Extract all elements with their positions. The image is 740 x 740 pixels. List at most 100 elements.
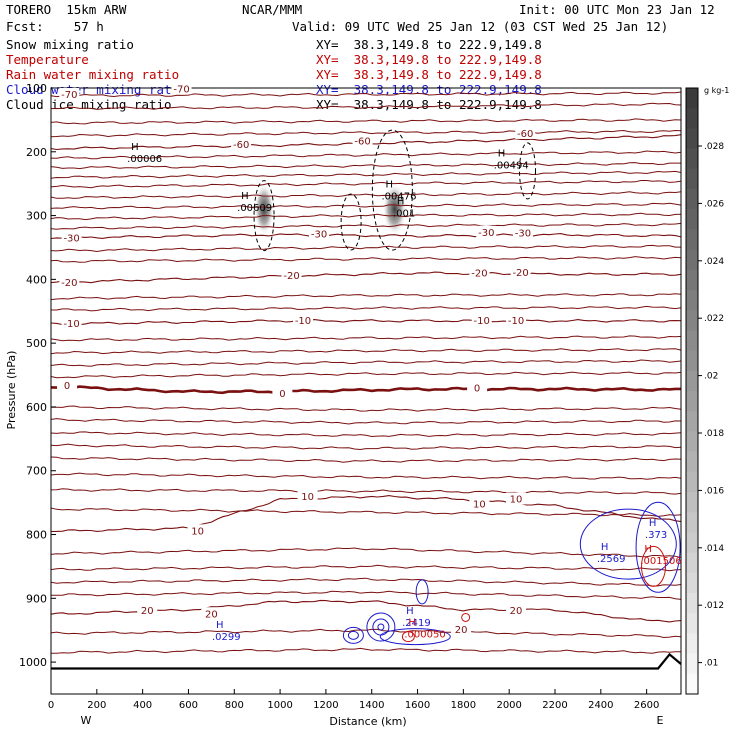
colorbar-tick-label: .026 xyxy=(704,199,724,209)
isotherm-label: 20 xyxy=(141,606,154,617)
snow-contour xyxy=(519,142,537,200)
isotherm-label-bg xyxy=(59,88,80,101)
isotherm-label: 10 xyxy=(191,526,204,537)
colorbar-segment xyxy=(686,512,698,533)
rain-contour xyxy=(401,631,415,643)
field-xy-cloud-water: XY= 38.3,149.8 to 222.9,149.8 xyxy=(316,82,542,97)
isotherm-label: 0 xyxy=(474,383,480,394)
cloud-water-h-marker: H xyxy=(216,620,224,631)
isotherm-label-bg xyxy=(469,266,490,279)
colorbar-tick-label: .018 xyxy=(704,429,724,439)
isotherm-line xyxy=(50,180,682,189)
forecast-hour: Fcst: 57 h xyxy=(6,19,104,34)
isotherm--10 xyxy=(50,319,682,326)
rain-contour xyxy=(641,545,667,587)
isotherm-label-bg xyxy=(59,276,80,289)
y-tick-label: 800 xyxy=(26,529,47,542)
isotherm-label: -20 xyxy=(512,268,528,279)
field-xy-rain: XY= 38.3,149.8 to 222.9,149.8 xyxy=(316,67,542,82)
colorbar-segment xyxy=(686,148,698,170)
cloud-water-contour xyxy=(379,628,451,646)
colorbar-segment xyxy=(686,290,698,311)
isotherm-label: -70 xyxy=(173,84,189,95)
field-xy-temperature: XY= 38.3,149.8 to 222.9,149.8 xyxy=(316,52,542,67)
colorbar-segment xyxy=(686,249,698,271)
x-axis-title: Distance (km) xyxy=(329,715,406,728)
colorbar-segment xyxy=(686,209,698,230)
cloud-water-h-marker: H xyxy=(601,542,609,553)
x-tick-label: 2000 xyxy=(496,700,521,711)
init-time: Init: 00 UTC Mon 23 Jan 12 xyxy=(519,2,715,17)
colorbar-tick-label: .012 xyxy=(704,601,724,611)
x-axis-west-label: W xyxy=(81,714,92,727)
cloud-water-max-label: .0299 xyxy=(212,632,241,643)
isotherm-line xyxy=(50,359,682,367)
x-tick-label: 1000 xyxy=(267,700,292,711)
rain-max-label: .000050 xyxy=(404,629,445,640)
isotherm-line xyxy=(50,212,682,221)
colorbar-segment xyxy=(686,391,698,412)
isotherm-label-bg xyxy=(57,378,78,391)
cloud-water-max-label: .373 xyxy=(645,530,667,541)
field-name-snow: Snow mixing ratio xyxy=(6,37,134,52)
cloud-water-h-marker: H xyxy=(406,606,414,617)
plot-frame xyxy=(50,87,682,695)
isotherm-line xyxy=(50,244,681,253)
y-tick-label: 400 xyxy=(26,273,47,286)
isotherm-label: -60 xyxy=(354,137,370,148)
isotherm-label-bg xyxy=(293,313,313,326)
isotherm-label: -20 xyxy=(61,278,77,289)
colorbar-segment xyxy=(686,168,698,190)
isotherm-label: 20 xyxy=(205,609,218,620)
isotherm-label-bg xyxy=(187,524,208,537)
cloud-water-max-label: .2569 xyxy=(597,554,626,565)
y-axis-title: Pressure (hPa) xyxy=(5,351,18,430)
snow-max-label: .00006 xyxy=(127,154,162,165)
isotherm-label-bg xyxy=(467,381,488,394)
isotherm-label: -70 xyxy=(61,90,77,101)
isotherm-line xyxy=(51,647,681,654)
isotherm-label-bg xyxy=(469,497,490,510)
colorbar-segment xyxy=(686,88,698,109)
colorbar-tick-label: .016 xyxy=(704,486,724,496)
x-axis-east-label: E xyxy=(657,714,664,727)
cloud-water-contour xyxy=(579,508,677,580)
colorbar-tick-label: .014 xyxy=(704,544,724,554)
isotherm-line xyxy=(50,348,682,355)
isotherm-line xyxy=(50,371,682,379)
snow-h-marker: H xyxy=(385,180,393,191)
isotherm-line xyxy=(50,129,682,138)
isotherm-line xyxy=(50,507,682,517)
colorbar-segment xyxy=(686,653,698,675)
colorbar-segment xyxy=(686,350,698,372)
isotherm-label: 20 xyxy=(510,606,523,617)
isotherm-label: 0 xyxy=(279,389,285,400)
y-tick-label: 300 xyxy=(26,210,47,223)
x-tick-label: 1200 xyxy=(313,700,338,711)
cloud-water-contour xyxy=(347,630,359,640)
y-tick-label: 600 xyxy=(26,401,47,414)
rain-h-marker: H xyxy=(408,617,416,628)
y-tick-label: 900 xyxy=(26,592,47,605)
colorbar-tick-label: .01 xyxy=(704,659,718,669)
isotherm-label-bg xyxy=(510,265,531,278)
colorbar-tick-label: .02 xyxy=(704,372,718,382)
x-tick-label: 1400 xyxy=(359,700,384,711)
isotherm-label-bg xyxy=(451,623,472,636)
cloud-water-contour xyxy=(372,618,390,636)
isotherm-label-bg xyxy=(297,489,318,502)
isotherm-label: 20 xyxy=(455,625,468,636)
snow-max-label: .001 xyxy=(393,208,415,219)
colorbar-segment xyxy=(686,330,698,352)
isotherm-label-bg xyxy=(201,607,222,620)
rain-max-label: .001506 xyxy=(640,556,681,567)
isotherm-line xyxy=(50,191,682,199)
field-name-rain: Rain water mixing ratio xyxy=(6,67,180,82)
colorbar-segment xyxy=(686,108,698,129)
colorbar-unit: g kg-1 xyxy=(704,86,729,95)
snow-h-marker: H xyxy=(498,148,506,159)
isotherm-label: -30 xyxy=(311,230,327,241)
isotherm-line xyxy=(50,577,682,587)
